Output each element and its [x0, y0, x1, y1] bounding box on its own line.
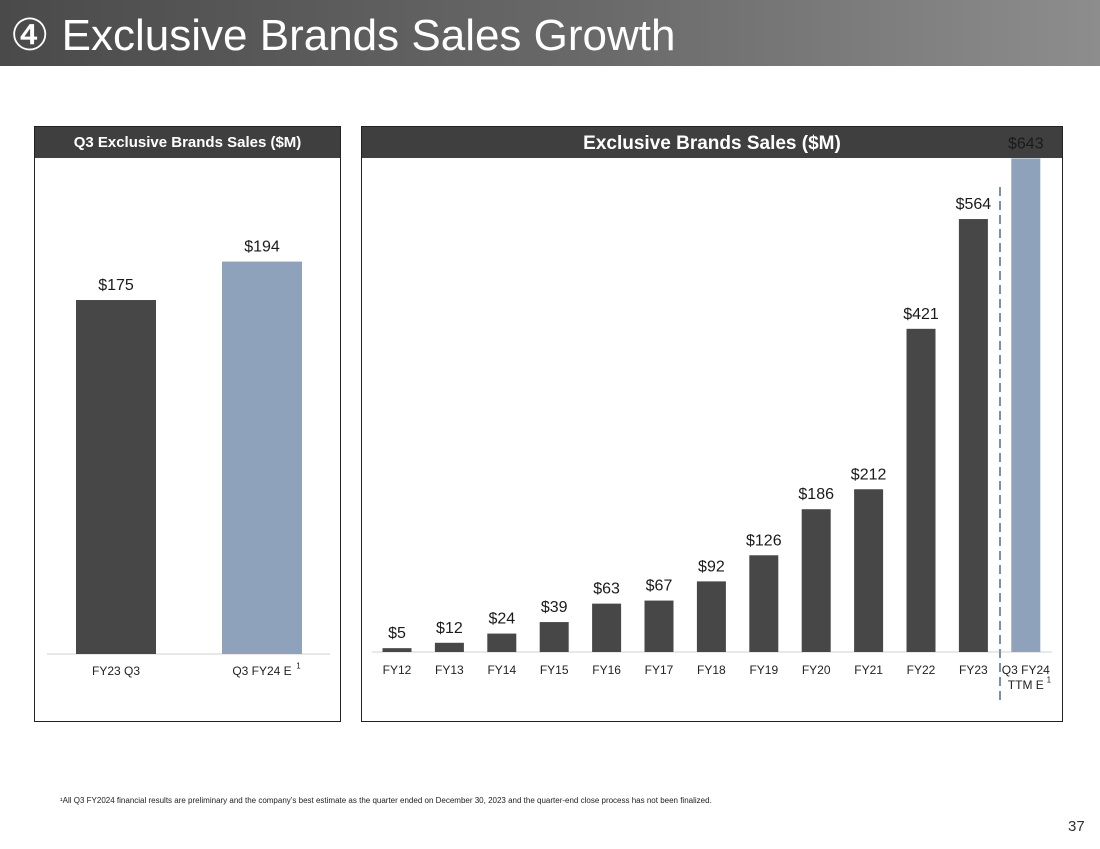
bar: [592, 603, 622, 652]
bar-value-label: $564: [956, 196, 992, 213]
bar-value-label: $643: [1008, 135, 1044, 152]
quarterly-chart-title: Q3 Exclusive Brands Sales ($M): [35, 127, 340, 158]
category-tick-label: FY23 Q3: [92, 664, 140, 678]
bar-value-label: $92: [698, 558, 725, 575]
bar: [801, 509, 831, 652]
bar-value-label: $194: [244, 239, 280, 256]
category-tick-label: FY19: [749, 663, 778, 677]
category-tick-label: FY12: [383, 663, 412, 677]
category-tick-label: FY23: [959, 663, 988, 677]
bar: [76, 300, 156, 654]
category-tick-label: FY20: [802, 663, 831, 677]
category-tick-label: FY21: [854, 663, 883, 677]
category-tick-label: FY17: [645, 663, 674, 677]
bar: [487, 633, 517, 652]
bar-value-label: $39: [541, 599, 568, 616]
bar: [749, 555, 779, 652]
footnote-marker: 1: [296, 661, 301, 670]
category-tick-label: FY16: [592, 663, 621, 677]
category-tick-label: FY13: [435, 663, 464, 677]
category-tick-label: FY18: [697, 663, 726, 677]
quarterly-chart-panel: Q3 Exclusive Brands Sales ($M) $175 FY23 …: [34, 126, 341, 722]
page-number: 37: [1068, 818, 1085, 835]
bar-value-label: $212: [851, 466, 887, 483]
annual-chart-panel: Exclusive Brands Sales ($M) $5 FY12 $12 FY1…: [361, 126, 1063, 722]
bar: [854, 489, 884, 652]
category-tick-label: FY22: [907, 663, 936, 677]
bar: [1011, 158, 1041, 652]
bar: [434, 642, 464, 652]
bar-value-label: $67: [646, 578, 673, 595]
bar: [644, 600, 674, 652]
footnote: ¹All Q3 FY2024 financial results are pre…: [60, 796, 712, 805]
page-title: ④ Exclusive Brands Sales Growth: [10, 11, 676, 60]
bar: [222, 261, 302, 654]
bar-value-label: $126: [746, 532, 782, 549]
bar-value-label: $5: [388, 625, 406, 642]
quarterly-chart: $175 FY23 Q3 $194 Q3 FY24 E 1: [47, 239, 330, 678]
bar-value-label: $12: [436, 620, 463, 637]
category-tick-label: Q3 FY24 E: [232, 664, 291, 678]
bar: [906, 328, 936, 652]
title-bar: ④ Exclusive Brands Sales Growth: [0, 0, 1100, 66]
annual-chart-title: Exclusive Brands Sales ($M): [362, 127, 1062, 158]
bar: [539, 622, 569, 652]
category-tick-label: FY14: [487, 663, 516, 677]
bar-value-label: $63: [593, 581, 620, 598]
bar-value-label: $175: [98, 277, 134, 294]
annual-chart: $5 FY12 $12 FY13 $24 FY14 $39 FY15 $63 FY16 $67 FY1…: [372, 135, 1052, 705]
bar: [382, 648, 412, 652]
footnote-marker: 1: [1047, 675, 1052, 684]
bar-value-label: $186: [798, 486, 834, 503]
category-tick-label: FY15: [540, 663, 569, 677]
bar: [958, 219, 988, 652]
bar: [696, 581, 726, 652]
bar-value-label: $421: [903, 306, 939, 323]
category-tick-label: Q3 FY24 TTM E: [1002, 663, 1050, 692]
bar-value-label: $24: [488, 611, 515, 628]
